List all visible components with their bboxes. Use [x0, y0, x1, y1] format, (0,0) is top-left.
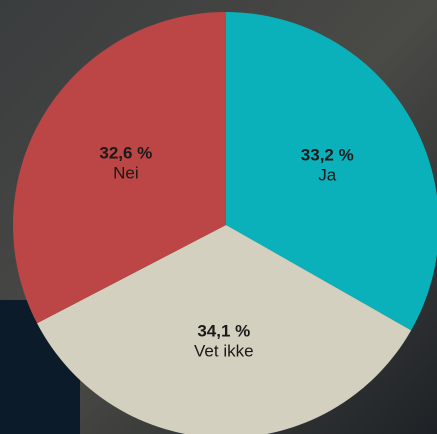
pie: 33,2 %Ja 34,1 %Vet ikke 32,6 %Nei: [13, 12, 437, 434]
slice-value-label: 33,2 %: [301, 146, 354, 165]
pie-slice: [13, 12, 227, 324]
slice-category-label: Nei: [113, 164, 139, 183]
slice-category-label: Vet ikke: [194, 342, 254, 361]
slice-value-label: 32,6 %: [99, 144, 152, 163]
slice-category-label: Ja: [318, 166, 337, 185]
pie-slice: [37, 225, 412, 434]
pie-slice: [226, 12, 437, 331]
slice-value-label: 34,1 %: [197, 322, 250, 341]
